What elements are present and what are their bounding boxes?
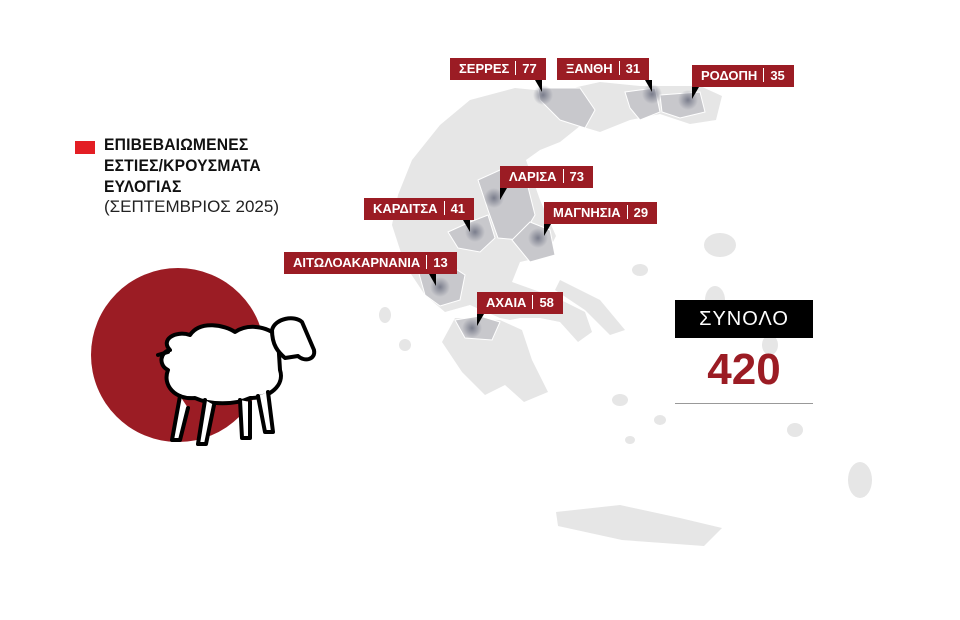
region-count: 73	[569, 169, 584, 184]
region-label-achaia: ΑΧΑΙΑ 58	[477, 292, 563, 314]
legend-title: ΕΠΙΒΕΒΑΙΩΜΕΝΕΣ ΕΣΤΙΕΣ/ΚΡΟΥΣΜΑΤΑ ΕΥΛΟΓΙΑΣ	[104, 134, 261, 197]
crete	[556, 505, 722, 546]
pin-marker	[645, 80, 652, 92]
legend-subtitle: (ΣΕΠΤΕΜΒΡΙΟΣ 2025)	[104, 197, 280, 216]
region-count: 35	[770, 68, 785, 83]
region-count: 13	[433, 255, 448, 270]
region-name: ΛΑΡΙΣΑ	[509, 169, 557, 184]
divider	[675, 403, 813, 404]
region-count: 58	[539, 295, 554, 310]
mainland	[392, 82, 722, 342]
region-label-karditsa: ΚΑΡΔΙΤΣΑ 41	[364, 198, 475, 220]
region-count: 41	[450, 201, 466, 216]
region-count: 77	[522, 61, 537, 76]
legend-swatch	[75, 141, 95, 154]
pin-marker	[500, 188, 507, 200]
pin-marker	[463, 220, 470, 232]
legend-title-line: ΕΥΛΟΓΙΑΣ	[104, 177, 182, 196]
region-name: ΣΕΡΡΕΣ	[459, 61, 510, 76]
region-label-magnisia: ΜΑΓΝΗΣΙΑ 29	[544, 202, 658, 224]
region-label-larisa: ΛΑΡΙΣΑ 73	[500, 166, 593, 188]
pin-marker	[535, 80, 542, 92]
region-label-aitoloakarnania: ΑΙΤΩΛΟΑΚΑΡΝΑΝΙΑ 13	[284, 252, 457, 274]
region-name: ΜΑΓΝΗΣΙΑ	[553, 205, 621, 220]
total-value: 420	[707, 345, 781, 394]
pin-marker	[544, 224, 551, 236]
region-count: 29	[633, 205, 649, 220]
pin-marker	[477, 314, 484, 326]
pin-marker	[429, 274, 436, 286]
region-name: ΑΧΑΙΑ	[486, 295, 527, 310]
region-label-serres: ΣΕΡΡΕΣ 77	[450, 58, 546, 80]
total-label: ΣΥΝΟΛΟ	[675, 300, 813, 338]
legend-title-line: ΕΣΤΙΕΣ/ΚΡΟΥΣΜΑΤΑ	[104, 156, 261, 175]
peloponnese	[442, 318, 548, 402]
region-count: 31	[625, 61, 641, 76]
pin-marker	[692, 87, 699, 99]
region-label-xanthi: ΞΑΝΘΗ 31	[557, 58, 650, 80]
evia	[555, 280, 625, 335]
legend-title-line: ΕΠΙΒΕΒΑΙΩΜΕΝΕΣ	[104, 135, 249, 154]
region-name: ΞΑΝΘΗ	[566, 61, 613, 76]
region-name: ΑΙΤΩΛΟΑΚΑΡΝΑΝΙΑ	[293, 255, 421, 270]
region-name: ΡΟΔΟΠΗ	[701, 68, 758, 83]
region-label-rodopi: ΡΟΔΟΠΗ 35	[692, 65, 794, 87]
sheep-icon	[156, 316, 317, 446]
region-name: ΚΑΡΔΙΤΣΑ	[373, 201, 438, 216]
